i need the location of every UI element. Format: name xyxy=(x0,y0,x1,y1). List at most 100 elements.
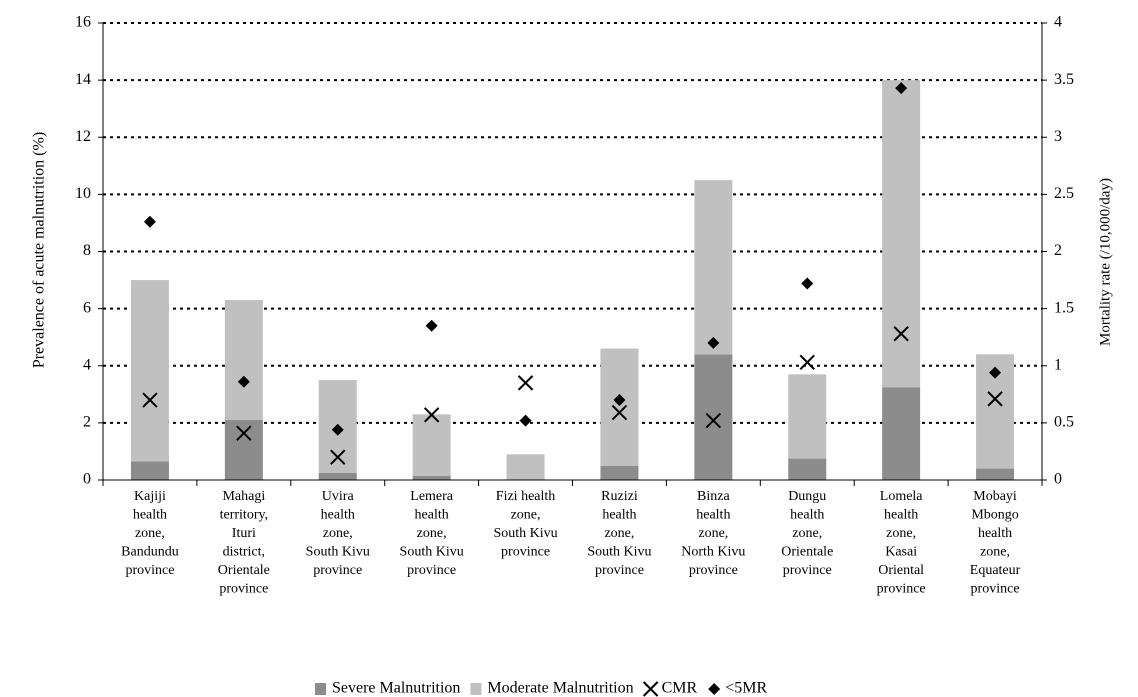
diamond-marker xyxy=(425,319,438,332)
y2-tick-label: 3.5 xyxy=(1054,71,1074,88)
x-marker xyxy=(236,425,252,441)
x-tick-label: zone, xyxy=(698,526,728,541)
y2-tick-label: 3 xyxy=(1054,128,1062,145)
x-tick-label: Mbongo xyxy=(971,508,1018,523)
x-tick-label: province xyxy=(501,545,550,560)
x-tick-label: Ruzizi xyxy=(601,489,638,504)
legend-label: <5MR xyxy=(725,680,767,697)
x-tick-label: zone, xyxy=(604,526,634,541)
bar xyxy=(318,472,357,480)
x-tick-label: zone, xyxy=(980,545,1010,560)
x-marker xyxy=(642,681,659,697)
y2-tick-label: 0 xyxy=(1054,471,1062,488)
x-tick-label: health xyxy=(415,508,449,523)
diamond-marker xyxy=(707,336,720,349)
y-tick-label: 0 xyxy=(83,471,91,488)
cmr-marker xyxy=(611,404,628,421)
x-tick-label: Bandundu xyxy=(121,545,179,560)
y-tick-label: 10 xyxy=(75,185,91,202)
bar xyxy=(412,475,451,480)
x-tick-label: Mahagi xyxy=(222,489,265,504)
x-tick-label: Fizi health xyxy=(496,489,556,504)
x-tick-label: Mobayi xyxy=(973,489,1017,504)
x-tick-label: health xyxy=(884,508,918,523)
bar xyxy=(130,461,169,480)
x-tick-label: Kasai xyxy=(885,545,917,560)
x-tick-label: health xyxy=(696,508,730,523)
bar xyxy=(882,80,921,388)
x-tick-label: territory, xyxy=(220,508,268,523)
y2-tick-label: 0.5 xyxy=(1054,414,1074,431)
diamond-marker xyxy=(895,82,908,95)
cmr-marker xyxy=(642,681,659,697)
legend: Severe Malnutrition Moderate Malnutrition… xyxy=(315,680,767,697)
x-tick-label: province xyxy=(689,563,738,578)
x-marker xyxy=(423,407,440,423)
x-tick-label: health xyxy=(978,526,1012,541)
x-tick-label: Kajiji xyxy=(134,489,166,504)
x-tick-label: Uvira xyxy=(322,489,355,504)
x-tick-label: province xyxy=(313,563,362,578)
y-tick-label: 16 xyxy=(75,14,91,31)
bar xyxy=(788,374,827,459)
legend-label: Moderate Malnutrition xyxy=(487,680,633,697)
x-marker xyxy=(705,412,722,429)
bar xyxy=(788,458,827,480)
y2-tick-label: 2 xyxy=(1054,242,1062,259)
cmr-marker xyxy=(423,407,440,423)
x-tick-label: South Kivu xyxy=(587,545,651,560)
y-tick-label: 8 xyxy=(83,242,91,259)
diamond-marker xyxy=(237,375,250,388)
x-tick-label: zone, xyxy=(323,526,353,541)
y-tick-label: 14 xyxy=(75,71,91,88)
x-marker xyxy=(893,326,909,342)
x-tick-label: zone, xyxy=(511,508,541,523)
x-marker xyxy=(517,375,534,391)
y2-tick-label: 1 xyxy=(1054,356,1062,373)
x-tick-label: South Kivu xyxy=(306,545,370,560)
y-axis-label: Prevalence of acute malnutrition (%) xyxy=(31,132,48,368)
y2-tick-label: 1.5 xyxy=(1054,299,1074,316)
x-tick-label: province xyxy=(971,582,1020,597)
x-marker xyxy=(330,449,346,465)
x-tick-label: province xyxy=(407,563,456,578)
x-tick-label: Ituri xyxy=(232,526,256,541)
x-tick-label: province xyxy=(595,563,644,578)
cmr-marker xyxy=(799,354,815,371)
x-marker xyxy=(611,404,628,421)
legend-swatch xyxy=(470,683,482,695)
diamond-marker xyxy=(331,423,344,436)
x-tick-label: zone, xyxy=(886,526,916,541)
bar xyxy=(694,180,733,355)
x-tick-label: Dungu xyxy=(788,489,826,504)
x-tick-label: health xyxy=(790,508,824,523)
x-tick-label: province xyxy=(219,582,268,597)
x-marker xyxy=(987,391,1003,407)
diamond-marker xyxy=(708,683,721,695)
x-tick-label: district, xyxy=(223,545,265,560)
y2-tick-label: 4 xyxy=(1054,14,1062,31)
x-tick-label: health xyxy=(602,508,636,523)
legend-label: CMR xyxy=(662,680,698,697)
bar xyxy=(412,414,451,476)
bar xyxy=(224,420,263,480)
legend-label: Severe Malnutrition xyxy=(332,680,460,697)
x-tick-label: North Kivu xyxy=(681,545,745,560)
x-tick-label: Equateur xyxy=(970,563,1021,578)
x-marker xyxy=(142,392,158,408)
y-tick-label: 2 xyxy=(83,414,91,431)
y-tick-label: 4 xyxy=(83,356,91,373)
x-tick-label: Lomela xyxy=(880,489,924,504)
x-tick-label: province xyxy=(783,563,832,578)
x-tick-label: South Kivu xyxy=(400,545,464,560)
bar xyxy=(506,454,545,480)
diamond-marker xyxy=(989,366,1002,379)
diamond-marker xyxy=(519,414,532,427)
diamond-marker xyxy=(143,215,156,228)
cmr-marker xyxy=(330,449,346,465)
bar xyxy=(130,280,169,462)
x-tick-label: zone, xyxy=(417,526,447,541)
x-tick-label: health xyxy=(321,508,355,523)
x-tick-label: Lemera xyxy=(410,489,454,504)
